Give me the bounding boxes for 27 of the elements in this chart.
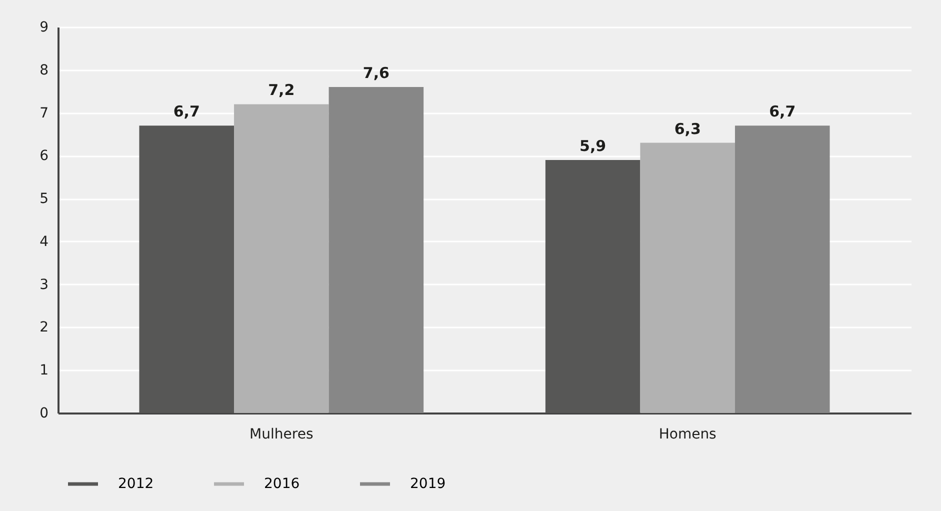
bar (139, 126, 234, 413)
y-tick-label: 3 (40, 276, 48, 293)
data-label: 6,3 (674, 120, 701, 138)
y-tick-label: 5 (40, 191, 48, 208)
legend-label: 2012 (118, 476, 154, 492)
bar (640, 142, 735, 413)
y-tick-label: 2 (40, 320, 48, 336)
x-tick-label: Mulheres (250, 426, 314, 442)
data-label: 5,9 (580, 136, 606, 155)
y-tick-label: 9 (40, 20, 48, 36)
data-label: 6,7 (769, 102, 796, 121)
y-tick-label: 0 (40, 406, 48, 422)
bar (234, 104, 329, 413)
y-tick-label: 1 (40, 362, 48, 379)
bar (545, 160, 640, 413)
y-tick-label: 7 (40, 105, 48, 122)
data-label: 6,7 (173, 102, 200, 121)
y-tick-label: 4 (40, 234, 49, 250)
legend-label: 2016 (264, 476, 300, 492)
bar (328, 87, 424, 413)
bar (734, 126, 830, 413)
legend-label: 2019 (410, 476, 446, 492)
x-tick-label: Homens (658, 426, 716, 442)
data-label: 7,6 (362, 64, 390, 82)
y-tick-label: 6 (40, 148, 49, 164)
data-label: 7,2 (268, 81, 295, 100)
y-tick-label: 8 (40, 62, 48, 78)
